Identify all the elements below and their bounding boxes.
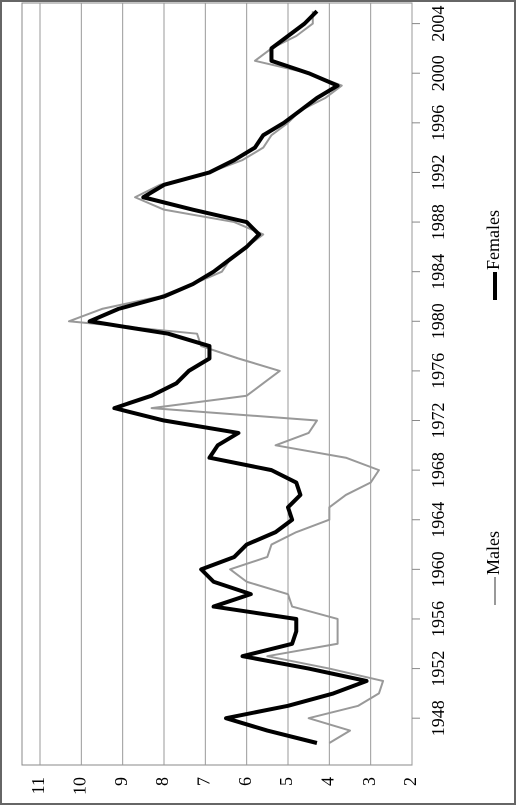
y-tick-label: 10 bbox=[69, 777, 89, 795]
y-tick-label: 3 bbox=[359, 777, 379, 786]
y-tick-label: 5 bbox=[276, 777, 296, 786]
legend-label: Females bbox=[483, 210, 503, 270]
x-tick-label: 1964 bbox=[428, 502, 448, 538]
x-tick-label: 1972 bbox=[428, 403, 448, 439]
x-tick-label: 1960 bbox=[428, 551, 448, 587]
rotated-chart: 2 3 4 5 6 7 8 9 10 11 1948 1952 1956 1960 1964 1968 1972… bbox=[21, 2, 503, 795]
x-tick-label: 1980 bbox=[428, 303, 448, 339]
x-tick-label: 1952 bbox=[428, 651, 448, 687]
y-tick-label: 7 bbox=[193, 777, 213, 786]
x-tick-label: 2000 bbox=[428, 55, 448, 91]
x-tick-label: 2004 bbox=[428, 6, 448, 42]
x-tick-label: 1968 bbox=[428, 452, 448, 488]
x-tick-label: 1948 bbox=[428, 700, 448, 736]
x-tick-label: 1988 bbox=[428, 204, 448, 240]
y-tick-label: 6 bbox=[235, 777, 255, 786]
series-line bbox=[67, 11, 385, 744]
x-tick-label: 1996 bbox=[428, 105, 448, 141]
y-tick-label: 8 bbox=[152, 777, 172, 786]
x-tick-label: 1992 bbox=[428, 154, 448, 190]
y-tick-label: 9 bbox=[111, 777, 131, 786]
y-tick-label: 2 bbox=[400, 777, 420, 786]
series-line bbox=[87, 9, 369, 745]
x-tick-label: 1956 bbox=[428, 601, 448, 637]
y-tick-label: 4 bbox=[317, 777, 337, 786]
legend-label: Males bbox=[483, 531, 503, 575]
y-tick-label: 11 bbox=[28, 777, 48, 794]
x-tick-label: 1976 bbox=[428, 353, 448, 389]
x-tick-label: 1984 bbox=[428, 254, 448, 290]
plot-frame bbox=[21, 2, 413, 766]
